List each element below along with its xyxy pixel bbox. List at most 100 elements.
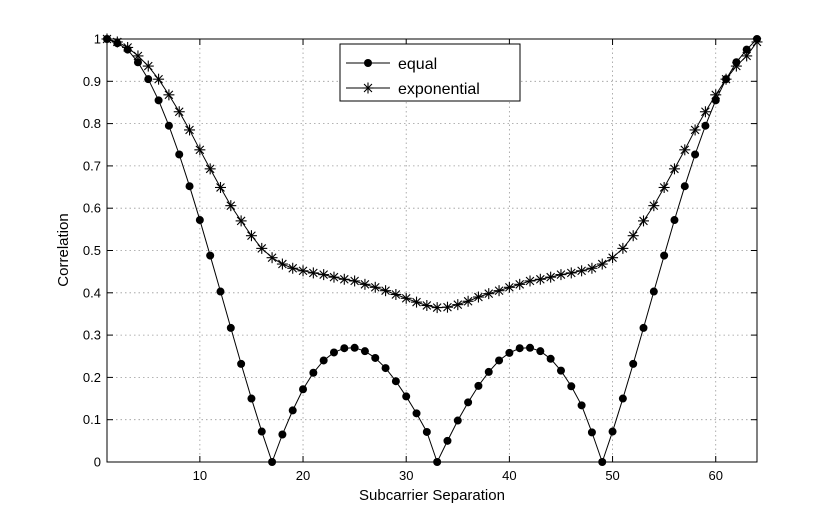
- series-line-exponential: [106, 38, 758, 309]
- data-point-equal: [639, 323, 648, 332]
- data-point-equal: [453, 416, 462, 425]
- data-point-exponential: [730, 60, 742, 72]
- data-point-exponential: [142, 60, 154, 72]
- series-line-equal: [106, 38, 758, 464]
- data-point-exponential: [586, 262, 598, 274]
- data-point-equal: [680, 182, 689, 191]
- data-point-equal: [164, 121, 173, 130]
- data-point-exponential: [184, 124, 196, 136]
- data-point-equal: [474, 381, 483, 390]
- data-point-equal: [422, 427, 431, 436]
- legend-box: [339, 43, 521, 102]
- data-point-equal: [556, 366, 565, 375]
- data-point-exponential: [153, 73, 165, 85]
- legend-marker-equal: [364, 59, 372, 67]
- data-point-exponential: [111, 36, 123, 48]
- data-point-exponential: [235, 215, 247, 227]
- data-point-exponential: [431, 302, 443, 314]
- data-point-exponential: [390, 288, 402, 300]
- data-point-equal: [536, 347, 545, 356]
- legend-marker-exponential: [362, 82, 374, 94]
- data-point-exponential: [163, 89, 175, 101]
- x-tick-label: 20: [296, 468, 310, 483]
- y-tick-label: 0.4: [83, 285, 101, 300]
- data-point-equal: [391, 377, 400, 386]
- data-point-exponential: [400, 292, 412, 304]
- data-point-equal: [526, 343, 535, 352]
- data-point-equal: [670, 216, 679, 225]
- data-point-exponential: [204, 163, 216, 175]
- data-point-exponential: [359, 278, 371, 290]
- data-point-equal: [629, 359, 638, 368]
- data-point-equal: [412, 409, 421, 418]
- series-layer: [101, 33, 763, 466]
- x-axis-label: Subcarrier Separation: [359, 487, 505, 504]
- legend-star-glyph: [362, 82, 374, 94]
- data-point-exponential: [411, 296, 423, 308]
- data-point-exponential: [514, 278, 526, 290]
- data-point-exponential: [452, 299, 464, 311]
- data-point-exponential: [648, 200, 660, 212]
- data-point-exponential: [607, 252, 619, 264]
- data-point-exponential: [287, 262, 299, 274]
- data-point-exponential: [627, 230, 639, 242]
- data-point-equal: [649, 287, 658, 296]
- data-point-exponential: [493, 285, 505, 297]
- data-point-equal: [495, 356, 504, 365]
- data-point-exponential: [421, 299, 433, 311]
- x-tick-label: 50: [605, 468, 619, 483]
- data-point-equal: [195, 216, 204, 225]
- data-point-exponential: [173, 106, 185, 118]
- data-point-equal: [691, 150, 700, 159]
- data-point-equal: [484, 367, 493, 376]
- x-tick-label: 40: [502, 468, 516, 483]
- x-tick-label: 60: [708, 468, 722, 483]
- data-point-equal: [660, 251, 669, 260]
- data-point-equal: [340, 344, 349, 353]
- data-point-equal: [546, 354, 555, 363]
- data-point-exponential: [349, 275, 361, 287]
- y-tick-label: 0.2: [83, 370, 101, 385]
- y-axis-label: Correlation: [55, 213, 72, 286]
- data-point-equal: [464, 398, 473, 407]
- data-point-equal: [133, 58, 142, 67]
- data-point-exponential: [245, 230, 257, 242]
- data-point-exponential: [596, 258, 608, 270]
- data-point-exponential: [380, 285, 392, 297]
- data-point-equal: [206, 251, 215, 260]
- y-tick-label: 0.8: [83, 116, 101, 131]
- data-point-equal: [226, 323, 235, 332]
- data-point-equal: [515, 344, 524, 353]
- grid: [107, 39, 757, 462]
- data-point-equal: [608, 427, 617, 436]
- data-point-exponential: [132, 50, 144, 62]
- y-tick-label: 0.5: [83, 243, 101, 258]
- data-point-equal: [319, 356, 328, 365]
- data-point-equal: [360, 347, 369, 356]
- data-point-equal: [257, 427, 266, 436]
- data-point-exponential: [225, 200, 237, 212]
- data-point-equal: [443, 436, 452, 445]
- data-point-exponential: [565, 267, 577, 279]
- data-point-exponential: [638, 215, 650, 227]
- data-point-exponential: [689, 124, 701, 136]
- data-point-equal: [278, 430, 287, 439]
- legend-label-exponential: exponential: [398, 81, 480, 98]
- data-point-exponential: [328, 271, 340, 283]
- data-point-exponential: [679, 144, 691, 156]
- data-point-exponential: [266, 252, 278, 264]
- data-point-equal: [618, 394, 627, 403]
- data-point-equal: [175, 150, 184, 159]
- data-point-exponential: [741, 50, 753, 62]
- legend-label-equal: equal: [398, 56, 437, 73]
- y-tick-label: 0.1: [83, 412, 101, 427]
- data-point-exponential: [369, 281, 381, 293]
- data-point-exponential: [658, 181, 670, 193]
- y-tick-label: 1: [94, 32, 101, 47]
- data-point-exponential: [441, 301, 453, 313]
- data-point-exponential: [297, 265, 309, 277]
- data-point-equal: [216, 287, 225, 296]
- y-tick-label: 0.6: [83, 201, 101, 216]
- data-point-exponential: [503, 281, 515, 293]
- x-tick-label: 10: [193, 468, 207, 483]
